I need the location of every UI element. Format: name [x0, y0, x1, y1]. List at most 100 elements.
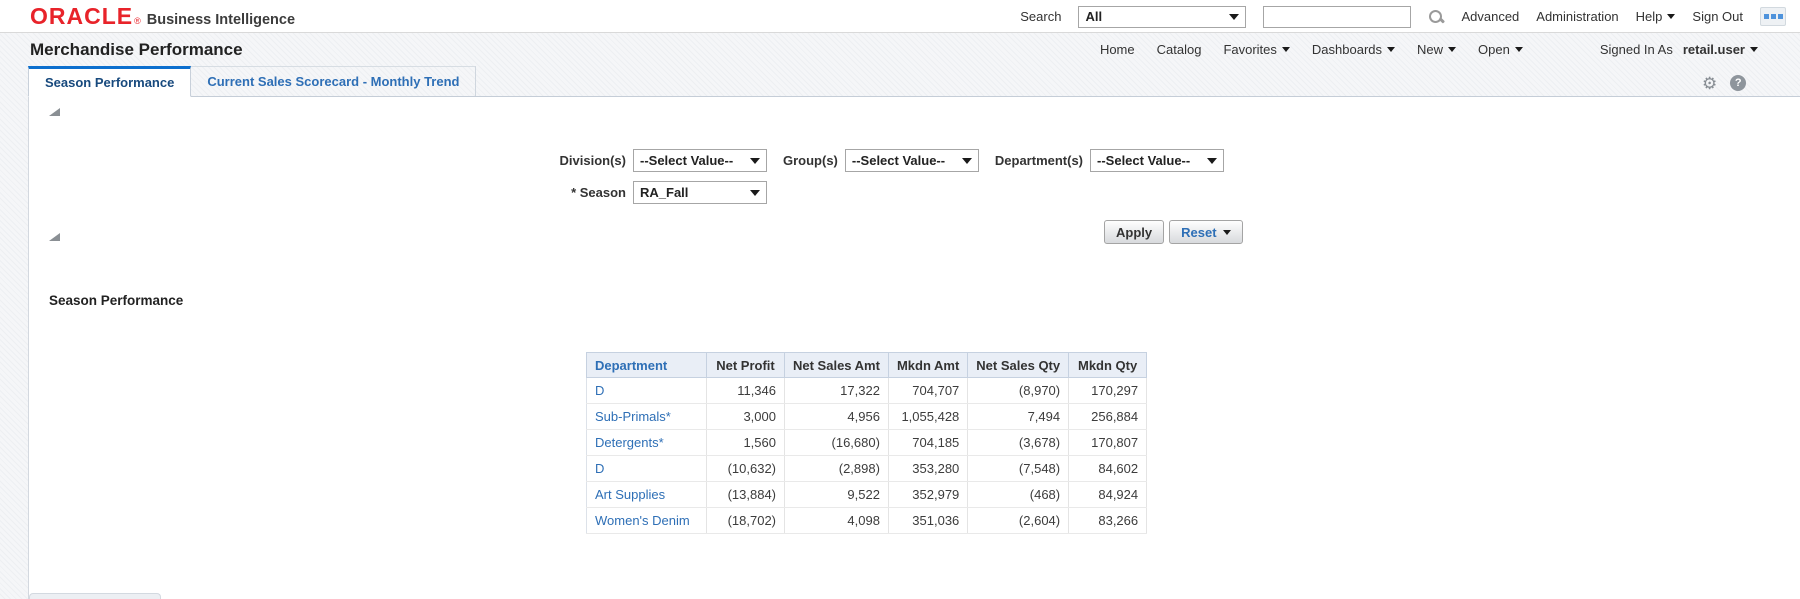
tab-current-sales-scorecard[interactable]: Current Sales Scorecard - Monthly Trend [191, 66, 477, 96]
search-scope-select[interactable]: All [1078, 5, 1247, 28]
group-select[interactable]: --Select Value-- [844, 149, 979, 172]
chevron-down-icon [961, 157, 972, 164]
value-cell: 7,494 [967, 403, 1070, 430]
top-right-cluster: Search All Advanced Administration Help … [1020, 0, 1786, 33]
division-filter: Division(s) --Select Value-- [546, 149, 767, 172]
chevron-down-icon [1514, 47, 1523, 52]
column-header-mkdn-qty[interactable]: Mkdn Qty [1068, 352, 1148, 378]
product-name: Business Intelligence [146, 11, 296, 28]
value-cell: 170,807 [1068, 429, 1148, 456]
value-cell: 9,522 [784, 481, 889, 508]
table-row: D (10,632) (2,898) 353,280 (7,548) 84,602 [586, 455, 1148, 482]
value-cell: 11,346 [706, 377, 785, 404]
season-performance-table: Department Net Profit Net Sales Amt Mkdn Am… [586, 352, 1148, 534]
partial-bottom-element [29, 593, 161, 599]
tab-season-performance[interactable]: Season Performance [28, 66, 192, 97]
nav-favorites[interactable]: Favorites [1223, 42, 1290, 57]
prompt-row-1: Division(s) --Select Value-- Group(s) --… [546, 149, 1240, 172]
column-header-department[interactable]: Department [586, 352, 707, 378]
dashboard-tabs: Season Performance Current Sales Scoreca… [28, 66, 1800, 97]
value-cell: 256,884 [1068, 403, 1148, 430]
nav-open[interactable]: Open [1478, 42, 1523, 57]
oracle-logo: ORACLE [30, 2, 134, 29]
value-cell: (8,970) [967, 377, 1070, 404]
division-select[interactable]: --Select Value-- [633, 149, 767, 172]
department-select[interactable]: --Select Value-- [1090, 149, 1225, 172]
chevron-down-icon [1281, 47, 1290, 52]
column-header-mkdn-amt[interactable]: Mkdn Amt [887, 352, 969, 378]
value-cell: (18,702) [706, 507, 785, 534]
prompt-buttons: Apply Reset [1104, 220, 1243, 244]
apply-label: Apply [1116, 224, 1153, 240]
department-link[interactable]: D [586, 377, 707, 404]
sign-out-link[interactable]: Sign Out [1692, 9, 1743, 24]
column-header-net-sales-amt[interactable]: Net Sales Amt [784, 352, 889, 378]
table-body: D 11,346 17,322 704,707 (8,970) 170,297 Sub-Pr… [586, 377, 1148, 534]
group-filter: Group(s) --Select Value-- [783, 149, 979, 172]
table-header-row: Department Net Profit Net Sales Amt Mkdn Am… [586, 352, 1148, 378]
value-cell: (16,680) [784, 429, 889, 456]
nav-catalog[interactable]: Catalog [1157, 42, 1202, 57]
value-cell: (2,604) [967, 507, 1070, 534]
section-title: Season Performance [49, 293, 184, 308]
season-select[interactable]: RA_Fall [633, 181, 767, 204]
user-menu[interactable]: retail.user [1683, 42, 1758, 57]
collapse-section-icon[interactable] [49, 108, 60, 116]
prompt-row-2: * Season RA_Fall [546, 181, 783, 204]
reset-label: Reset [1181, 224, 1217, 240]
gear-icon[interactable]: ⚙ [1702, 74, 1718, 93]
value-cell: 1,055,428 [888, 403, 969, 430]
nav-catalog-label: Catalog [1156, 42, 1202, 57]
column-header-net-sales-qty[interactable]: Net Sales Qty [967, 352, 1070, 378]
department-link[interactable]: D [586, 455, 707, 482]
advanced-link[interactable]: Advanced [1461, 9, 1519, 24]
value-cell: 352,979 [888, 481, 969, 508]
table-row: Art Supplies (13,884) 9,522 352,979 (468) 84,… [586, 481, 1148, 508]
reset-button[interactable]: Reset [1169, 220, 1243, 244]
group-label: Group(s) [783, 153, 838, 168]
chevron-down-icon [1207, 157, 1218, 164]
nav-dashboards[interactable]: Dashboards [1311, 42, 1396, 57]
chevron-down-icon [1229, 13, 1240, 20]
value-cell: 170,297 [1068, 377, 1148, 404]
nav-dashboards-label: Dashboards [1311, 42, 1383, 57]
search-label: Search [1020, 9, 1062, 24]
help-icon[interactable]: ? [1730, 75, 1747, 91]
chevron-down-icon [1750, 47, 1758, 52]
value-cell: 351,036 [888, 507, 969, 534]
registered-mark: ® [134, 15, 141, 26]
administration-label: Administration [1536, 9, 1619, 24]
search-input[interactable] [1263, 5, 1412, 28]
department-link[interactable]: Art Supplies [586, 481, 707, 508]
search-icon[interactable] [1428, 9, 1444, 25]
value-cell: 17,322 [784, 377, 889, 404]
apply-button[interactable]: Apply [1104, 220, 1165, 244]
search-scope-value: All [1085, 9, 1103, 24]
tab-label: Current Sales Scorecard - Monthly Trend [207, 74, 460, 89]
column-header-net-profit[interactable]: Net Profit [706, 352, 785, 378]
value-cell: (3,678) [967, 429, 1070, 456]
group-value: --Select Value-- [851, 153, 946, 168]
value-cell: (7,548) [967, 455, 1070, 482]
season-filter: * Season RA_Fall [546, 181, 767, 204]
collapse-section-icon[interactable] [49, 233, 60, 241]
apps-tiles-icon[interactable] [1760, 7, 1786, 26]
value-cell: 704,185 [888, 429, 969, 456]
page-title: Merchandise Performance [30, 39, 243, 59]
department-link[interactable]: Detergents* [586, 429, 707, 456]
chevron-down-icon [1448, 47, 1457, 52]
department-link[interactable]: Women's Denim [586, 507, 707, 534]
administration-link[interactable]: Administration [1536, 9, 1618, 24]
department-link[interactable]: Sub-Primals* [586, 403, 707, 430]
dashboard-nav: Home Catalog Favorites Dashboards New Op… [1100, 42, 1758, 57]
help-menu[interactable]: Help [1636, 9, 1676, 24]
value-cell: 84,602 [1068, 455, 1148, 482]
value-cell: (468) [967, 481, 1070, 508]
signed-in-group: Signed In As retail.user [1600, 42, 1758, 57]
value-cell: (2,898) [784, 455, 889, 482]
department-value: --Select Value-- [1097, 153, 1191, 168]
advanced-label: Advanced [1461, 9, 1520, 24]
value-cell: 4,098 [784, 507, 889, 534]
nav-home[interactable]: Home [1100, 42, 1135, 57]
nav-new[interactable]: New [1417, 42, 1457, 57]
